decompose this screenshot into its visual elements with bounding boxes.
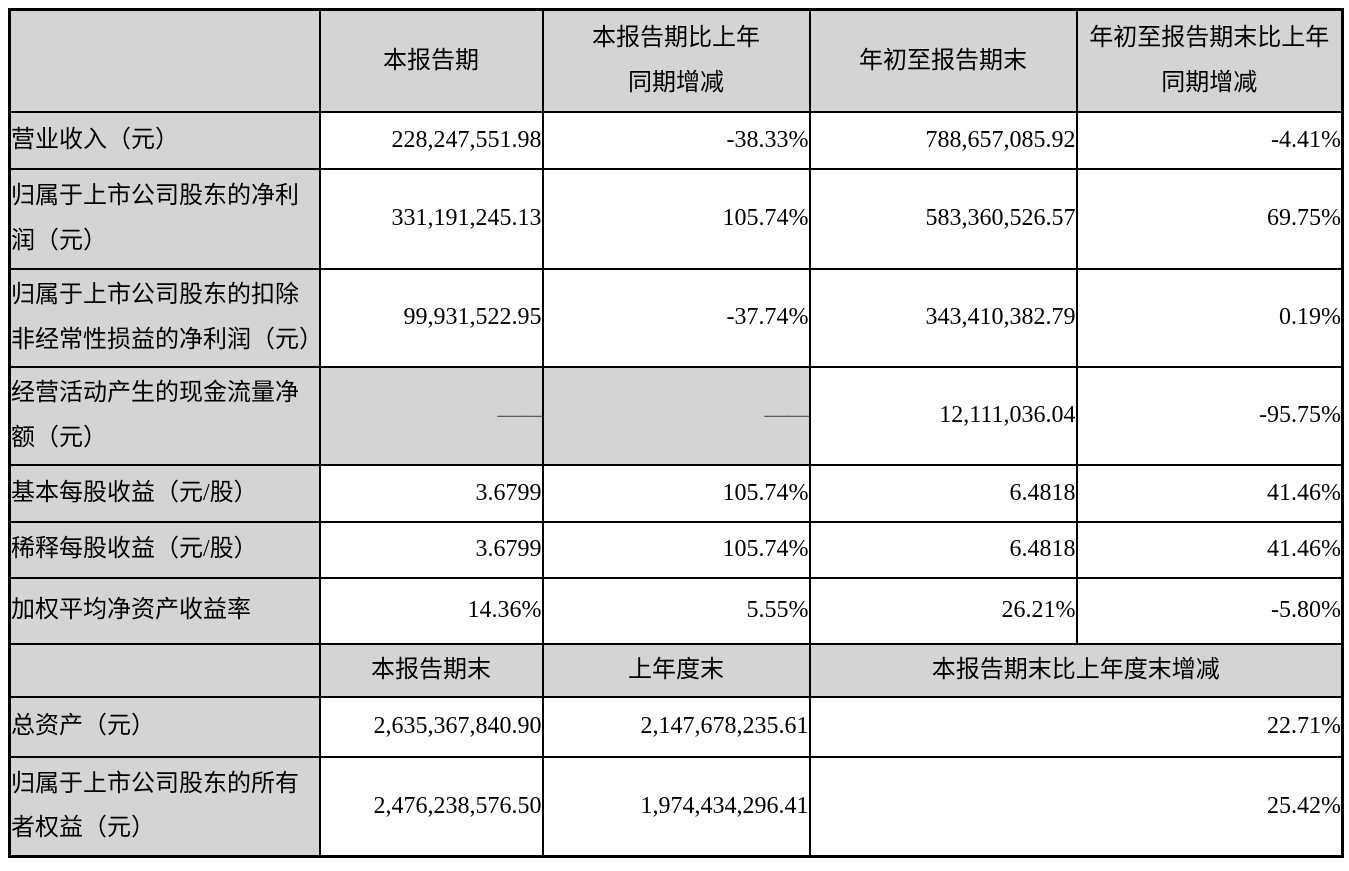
row-operating-revenue: 营业收入（元） 228,247,551.98 -38.33% 788,657,0… [8, 110, 1344, 170]
cell-diluted-eps-current: 3.6799 [318, 520, 544, 579]
cell-owners-equity-change: 25.42% [808, 755, 1344, 858]
cell-cash-flow-current-yoy-dash: —— [541, 365, 811, 466]
header-current-period: 本报告期 [318, 8, 544, 113]
cell-basic-eps-ytd: 6.4818 [808, 463, 1078, 523]
cell-basic-eps-ytd-yoy: 41.46% [1075, 463, 1344, 523]
cell-total-assets-period-end: 2,635,367,840.90 [318, 695, 544, 758]
row-net-profit-deducted: 归属于上市公司股东的扣除 非经常性损益的净利润（元） 99,931,522.95… [8, 267, 1344, 368]
row-diluted-eps: 稀释每股收益（元/股） 3.6799 105.74% 6.4818 41.46% [8, 520, 1344, 579]
section1-header-row: 本报告期 本报告期比上年 同期增减 年初至报告期末 年初至报告期末比上年 同期增… [8, 8, 1344, 113]
cell-total-assets-change: 22.71% [808, 695, 1344, 758]
cell-net-profit-ytd-yoy: 69.75% [1075, 167, 1344, 270]
cell-deducted-profit-ytd-yoy: 0.19% [1075, 267, 1344, 368]
header-current-period-yoy: 本报告期比上年 同期增减 [541, 8, 811, 113]
cell-diluted-eps-current-yoy: 105.74% [541, 520, 811, 579]
row-label-weighted-avg-roe: 加权平均净资产收益率 [8, 576, 321, 645]
header-ytd-yoy: 年初至报告期末比上年 同期增减 [1075, 8, 1344, 113]
row-basic-eps: 基本每股收益（元/股） 3.6799 105.74% 6.4818 41.46% [8, 463, 1344, 523]
cell-total-assets-prev-year-end: 2,147,678,235.61 [541, 695, 811, 758]
header-prev-year-end: 上年度末 [541, 642, 811, 698]
cell-net-profit-current-yoy: 105.74% [541, 167, 811, 270]
cell-deducted-profit-ytd: 343,410,382.79 [808, 267, 1078, 368]
cell-net-profit-current: 331,191,245.13 [318, 167, 544, 270]
section2-header-row: 本报告期末 上年度末 本报告期末比上年度末增减 [8, 642, 1344, 698]
row-net-profit-attributable: 归属于上市公司股东的净利 润（元） 331,191,245.13 105.74%… [8, 167, 1344, 270]
row-operating-cash-flow: 经营活动产生的现金流量净 额（元） —— —— 12,111,036.04 -9… [8, 365, 1344, 466]
cell-basic-eps-current-yoy: 105.74% [541, 463, 811, 523]
row-label-diluted-eps: 稀释每股收益（元/股） [8, 520, 321, 579]
cell-operating-revenue-current: 228,247,551.98 [318, 110, 544, 170]
cell-operating-revenue-ytd-yoy: -4.41% [1075, 110, 1344, 170]
cell-cash-flow-ytd: 12,111,036.04 [808, 365, 1078, 466]
cell-roe-ytd: 26.21% [808, 576, 1078, 645]
row-label-operating-revenue: 营业收入（元） [8, 110, 321, 170]
row-owners-equity: 归属于上市公司股东的所有 者权益（元） 2,476,238,576.50 1,9… [8, 755, 1344, 858]
header-period-end: 本报告期末 [318, 642, 544, 698]
cell-operating-revenue-ytd: 788,657,085.92 [808, 110, 1078, 170]
row-label-net-profit-deducted: 归属于上市公司股东的扣除 非经常性损益的净利润（元） [8, 267, 321, 368]
cell-cash-flow-ytd-yoy: -95.75% [1075, 365, 1344, 466]
financial-summary-table: 本报告期 本报告期比上年 同期增减 年初至报告期末 年初至报告期末比上年 同期增… [8, 8, 1344, 858]
cell-owners-equity-period-end: 2,476,238,576.50 [318, 755, 544, 858]
cell-roe-ytd-yoy: -5.80% [1075, 576, 1344, 645]
row-label-total-assets: 总资产（元） [8, 695, 321, 758]
row-label-owners-equity: 归属于上市公司股东的所有 者权益（元） [8, 755, 321, 858]
cell-deducted-profit-current: 99,931,522.95 [318, 267, 544, 368]
cell-diluted-eps-ytd: 6.4818 [808, 520, 1078, 579]
cell-roe-current-yoy: 5.55% [541, 576, 811, 645]
cell-operating-revenue-current-yoy: -38.33% [541, 110, 811, 170]
row-total-assets: 总资产（元） 2,635,367,840.90 2,147,678,235.61… [8, 695, 1344, 758]
row-label-net-profit-attributable: 归属于上市公司股东的净利 润（元） [8, 167, 321, 270]
header-period-end-change: 本报告期末比上年度末增减 [808, 642, 1344, 698]
header2-empty-cell [8, 642, 321, 698]
cell-net-profit-ytd: 583,360,526.57 [808, 167, 1078, 270]
row-weighted-avg-roe: 加权平均净资产收益率 14.36% 5.55% 26.21% -5.80% [8, 576, 1344, 645]
row-label-basic-eps: 基本每股收益（元/股） [8, 463, 321, 523]
cell-basic-eps-current: 3.6799 [318, 463, 544, 523]
row-label-operating-cash-flow: 经营活动产生的现金流量净 额（元） [8, 365, 321, 466]
cell-diluted-eps-ytd-yoy: 41.46% [1075, 520, 1344, 579]
header-ytd: 年初至报告期末 [808, 8, 1078, 113]
cell-owners-equity-prev-year-end: 1,974,434,296.41 [541, 755, 811, 858]
cell-roe-current: 14.36% [318, 576, 544, 645]
cell-deducted-profit-current-yoy: -37.74% [541, 267, 811, 368]
cell-cash-flow-current-dash: —— [318, 365, 544, 466]
header-empty-cell [8, 8, 321, 113]
